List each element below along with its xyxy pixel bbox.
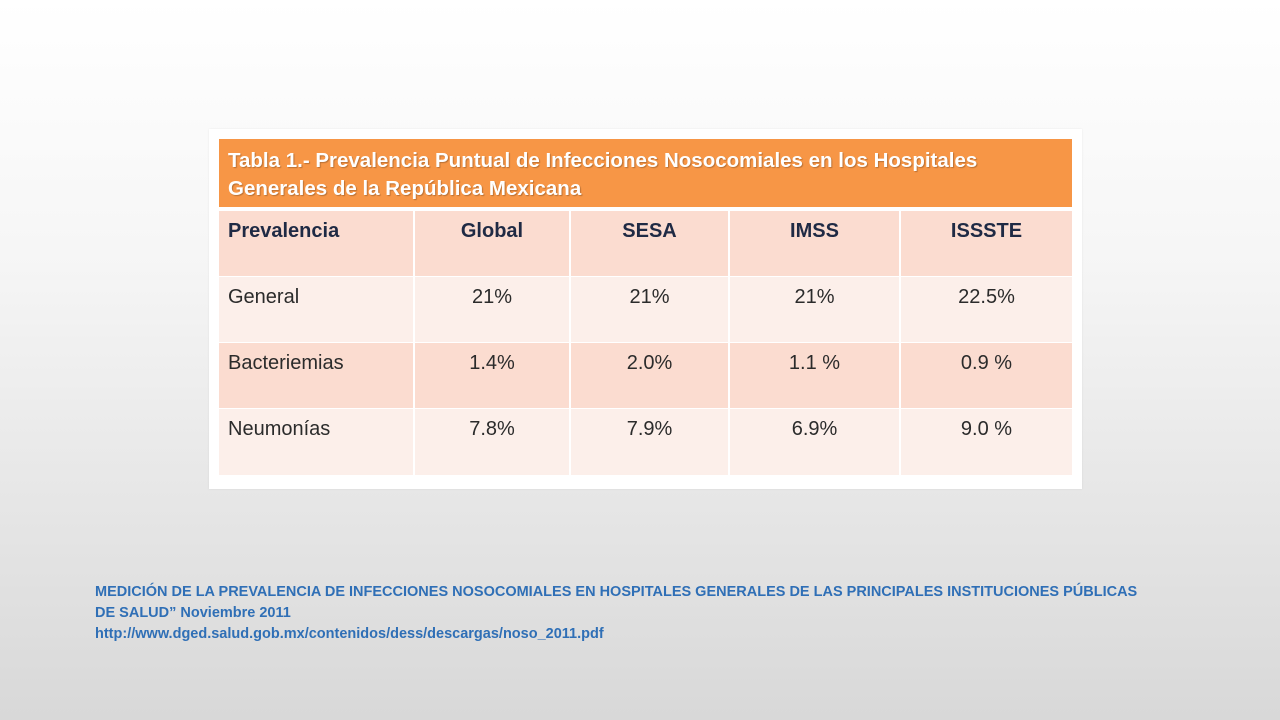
source-title-line-1: MEDICIÓN DE LA PREVALENCIA DE INFECCIONE… [95,584,1138,600]
table-header-row: Prevalencia Global SESA IMSS ISSSTE [219,210,1072,277]
row-label: Bacteriemias [219,342,414,409]
source-url-link[interactable]: http://www.dged.salud.gob.mx/contenidos/… [95,626,604,642]
row-label: Neumonías [219,408,414,475]
cell-issste: 0.9 % [899,342,1072,409]
data-table: Prevalencia Global SESA IMSS ISSSTE Gene… [219,210,1072,475]
cell-sesa: 2.0% [569,342,729,409]
cell-sesa: 7.9% [569,408,729,475]
row-label: General [219,276,414,343]
table-row: Bacteriemias 1.4% 2.0% 1.1 % 0.9 % [219,342,1072,409]
header-imss: IMSS [728,210,900,277]
source-title-line-2: DE SALUD” Noviembre 2011 [95,605,291,621]
cell-global: 7.8% [413,408,570,475]
prevalence-table-frame: Tabla 1.- Prevalencia Puntual de Infecci… [209,129,1082,489]
header-issste: ISSSTE [899,210,1072,277]
cell-imss: 6.9% [728,408,900,475]
cell-imss: 1.1 % [728,342,900,409]
cell-global: 1.4% [413,342,570,409]
source-citation: MEDICIÓN DE LA PREVALENCIA DE INFECCIONE… [95,582,1205,645]
header-sesa: SESA [569,210,729,277]
cell-imss: 21% [728,276,900,343]
cell-issste: 22.5% [899,276,1072,343]
prevalence-table: Tabla 1.- Prevalencia Puntual de Infecci… [219,139,1072,475]
cell-issste: 9.0 % [899,408,1072,475]
table-title: Tabla 1.- Prevalencia Puntual de Infecci… [219,139,1072,210]
table-title-line-1: Tabla 1.- Prevalencia Puntual de Infecci… [228,149,978,172]
cell-global: 21% [413,276,570,343]
cell-sesa: 21% [569,276,729,343]
table-title-line-2: Generales de la República Mexicana [228,177,582,200]
table-row: General 21% 21% 21% 22.5% [219,276,1072,343]
table-row: Neumonías 7.8% 7.9% 6.9% 9.0 % [219,408,1072,475]
header-prevalencia: Prevalencia [219,210,414,277]
header-global: Global [413,210,570,277]
